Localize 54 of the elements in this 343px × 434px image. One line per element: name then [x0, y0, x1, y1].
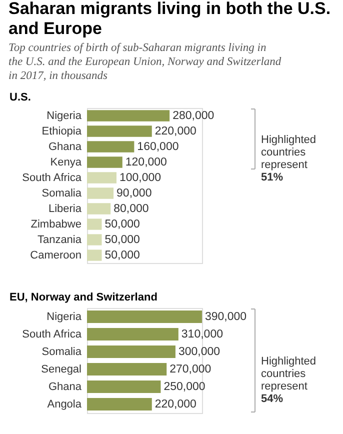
data-label: 300,000 [178, 346, 220, 358]
data-label: 90,000 [116, 187, 152, 200]
y-tick-label: South Africa [22, 172, 82, 184]
y-tick-label: Nigeria [46, 110, 82, 122]
bar [87, 234, 102, 246]
data-label: 160,000 [137, 140, 179, 153]
y-tick-label: Ethiopia [42, 125, 82, 138]
bar [87, 362, 167, 376]
y-axis-title: EU, Norway and Switzerland [10, 292, 158, 304]
data-label: 310,000 [181, 328, 223, 340]
bar [87, 188, 114, 199]
bar [87, 328, 178, 341]
y-tick-label: Somalia [42, 187, 82, 200]
bar [87, 141, 134, 152]
y-tick-label: Ghana [48, 380, 82, 393]
data-label: 390,000 [205, 310, 247, 323]
data-label: 250,000 [164, 380, 206, 393]
bar [87, 156, 122, 168]
bar [87, 380, 161, 394]
bar [87, 110, 170, 122]
y-tick-label: Cameroon [30, 249, 82, 262]
y-tick-label: Nigeria [46, 310, 82, 323]
chart-title: Saharan migrants living in both the U.S. and Europe [8, 0, 331, 38]
data-label: 220,000 [154, 125, 196, 138]
data-label: 50,000 [104, 249, 140, 262]
bar [87, 250, 102, 261]
chart-subtitle: Top countries of birth of sub-Saharan migrants living in the U.S. and the European Union, Norway and Switzerland in 2017, in thousands [8, 42, 282, 82]
data-label: 270,000 [170, 363, 212, 376]
data-label: 50,000 [104, 234, 140, 246]
bar [87, 398, 152, 411]
text: Highlighted countries represent 51% [261, 134, 316, 184]
y-tick-label: Senegal [41, 363, 82, 376]
data-label: 100,000 [119, 172, 162, 184]
bar [87, 310, 202, 324]
text: Highlighted countries represent 54% [261, 356, 316, 405]
y-tick-label: Kenya [50, 156, 82, 168]
data-label: 80,000 [114, 202, 149, 215]
bar [87, 345, 176, 358]
bar [87, 218, 102, 230]
data-label: 220,000 [154, 398, 196, 410]
y-tick-label: Zimbabwe [30, 218, 82, 230]
data-label: 280,000 [172, 110, 214, 122]
y-tick-label: Tanzania [37, 234, 82, 246]
data-label: 120,000 [125, 156, 167, 168]
y-axis-title: U.S. [10, 92, 31, 104]
bar [87, 126, 152, 137]
data-label: 50,000 [104, 218, 140, 230]
bar [87, 203, 111, 214]
y-tick-label: Angola [47, 398, 82, 410]
y-tick-label: Liberia [48, 202, 82, 215]
y-tick-label: Somalia [42, 346, 82, 358]
y-tick-label: South Africa [22, 328, 82, 340]
y-tick-label: Ghana [48, 140, 82, 153]
bar [87, 172, 116, 184]
